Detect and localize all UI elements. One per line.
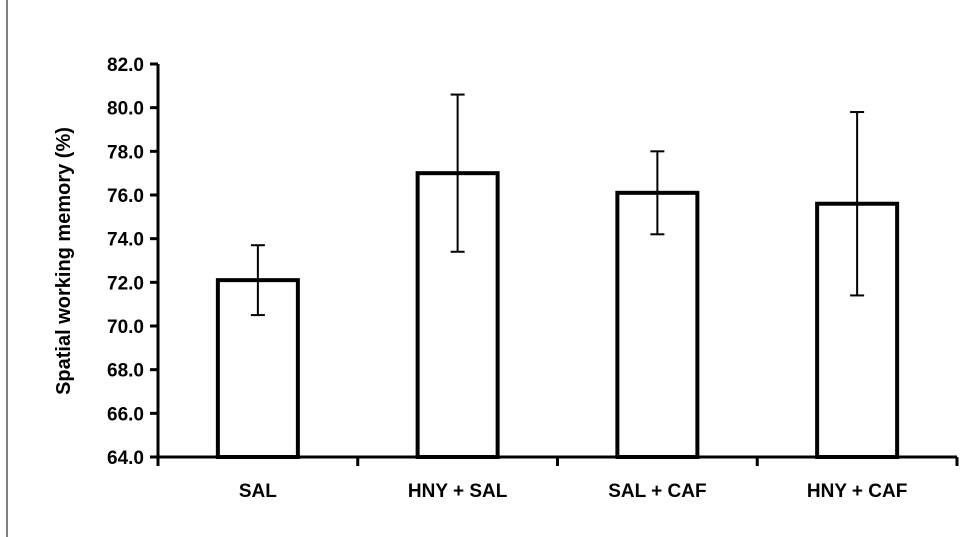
y-axis-title: Spatial working memory (%): [53, 127, 75, 395]
y-tick-label: 68.0: [107, 361, 144, 382]
error-bars-group: [250, 93, 865, 317]
y-tick-label: 80.0: [107, 99, 144, 120]
x-tick-label: HNY + SAL: [408, 481, 508, 502]
x-tick-labels: SAL HNY + SAL SAL + CAF HNY + CAF: [239, 481, 907, 502]
y-tick-label: 66.0: [107, 404, 144, 425]
x-tick-label: SAL: [239, 481, 277, 502]
y-tick-label: 78.0: [107, 142, 144, 163]
bars-group: [215, 171, 900, 460]
y-tick-label: 64.0: [107, 448, 144, 469]
y-tick-label: 82.0: [107, 55, 144, 76]
axes-group: [150, 62, 959, 466]
x-tick-label: HNY + CAF: [807, 481, 907, 502]
y-tick-label: 76.0: [107, 186, 144, 207]
y-tick-labels: 64.0 66.0 68.0 70.0 72.0 74.0 76.0 78.0 80.0 82.0: [107, 55, 144, 469]
y-tick-label: 74.0: [107, 230, 144, 251]
x-tick-label: SAL + CAF: [608, 481, 706, 502]
y-tick-label: 72.0: [107, 273, 144, 294]
y-tick-label: 70.0: [107, 317, 144, 338]
